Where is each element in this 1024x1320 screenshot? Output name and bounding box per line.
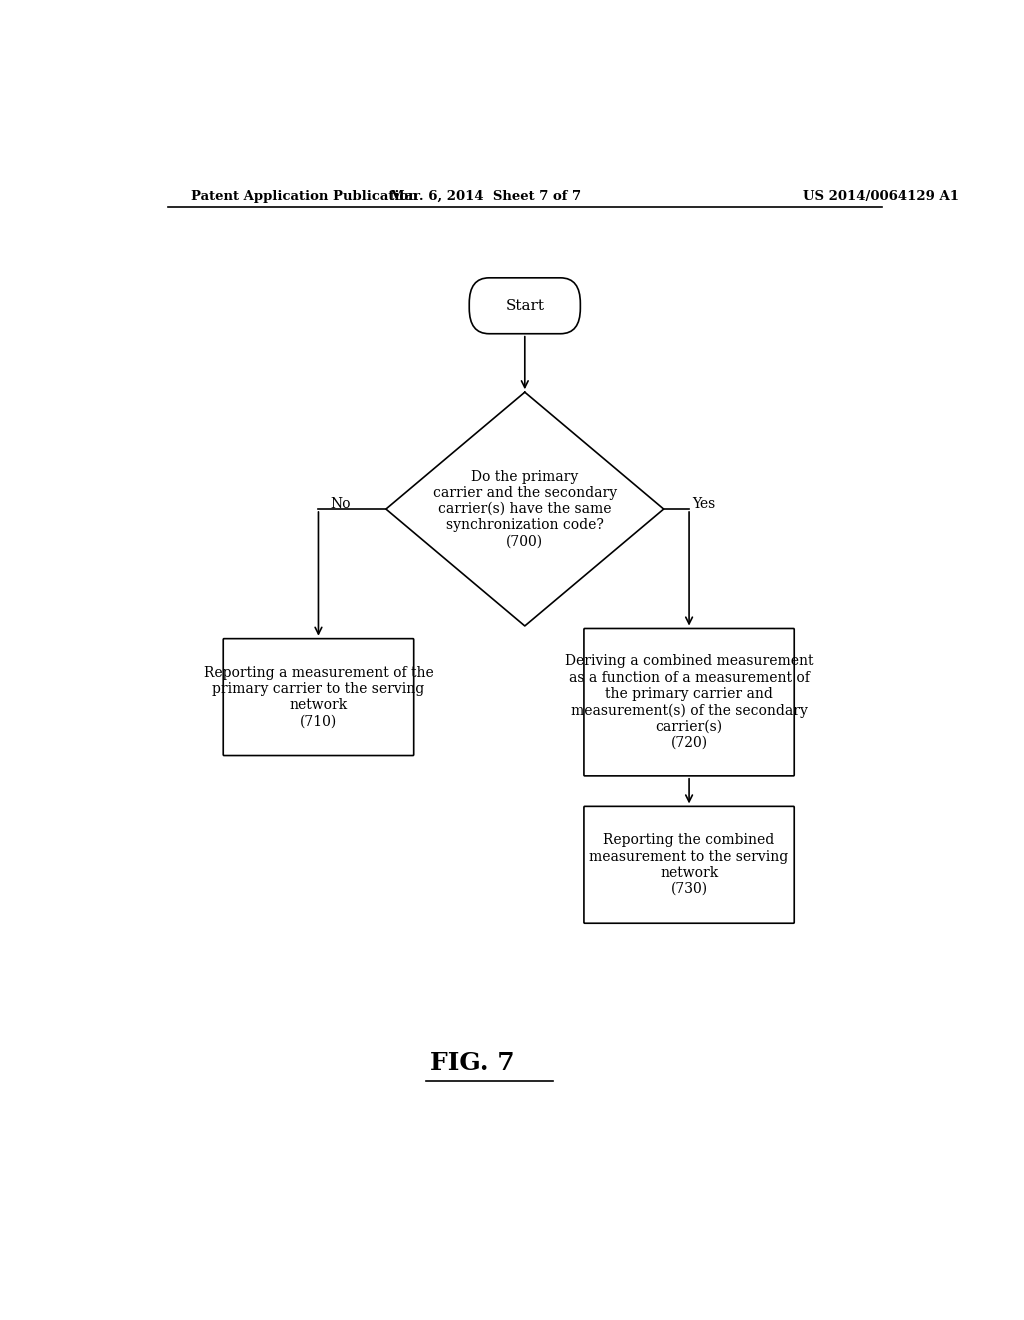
FancyBboxPatch shape [584,628,795,776]
FancyBboxPatch shape [469,277,581,334]
FancyBboxPatch shape [223,639,414,755]
Text: Reporting a measurement of the
primary carrier to the serving
network
(710): Reporting a measurement of the primary c… [204,665,433,729]
Text: Deriving a combined measurement
as a function of a measurement of
the primary ca: Deriving a combined measurement as a fun… [565,655,813,750]
FancyBboxPatch shape [584,807,795,923]
Text: US 2014/0064129 A1: US 2014/0064129 A1 [803,190,958,202]
Text: Yes: Yes [692,496,715,511]
Text: FIG. 7: FIG. 7 [430,1051,514,1074]
Text: Do the primary
carrier and the secondary
carrier(s) have the same
synchronizatio: Do the primary carrier and the secondary… [433,470,616,548]
Text: Patent Application Publication: Patent Application Publication [191,190,418,202]
Text: Start: Start [505,298,545,313]
Text: Reporting the combined
measurement to the serving
network
(730): Reporting the combined measurement to th… [590,833,788,896]
Text: No: No [331,496,351,511]
Text: Mar. 6, 2014  Sheet 7 of 7: Mar. 6, 2014 Sheet 7 of 7 [389,190,581,202]
